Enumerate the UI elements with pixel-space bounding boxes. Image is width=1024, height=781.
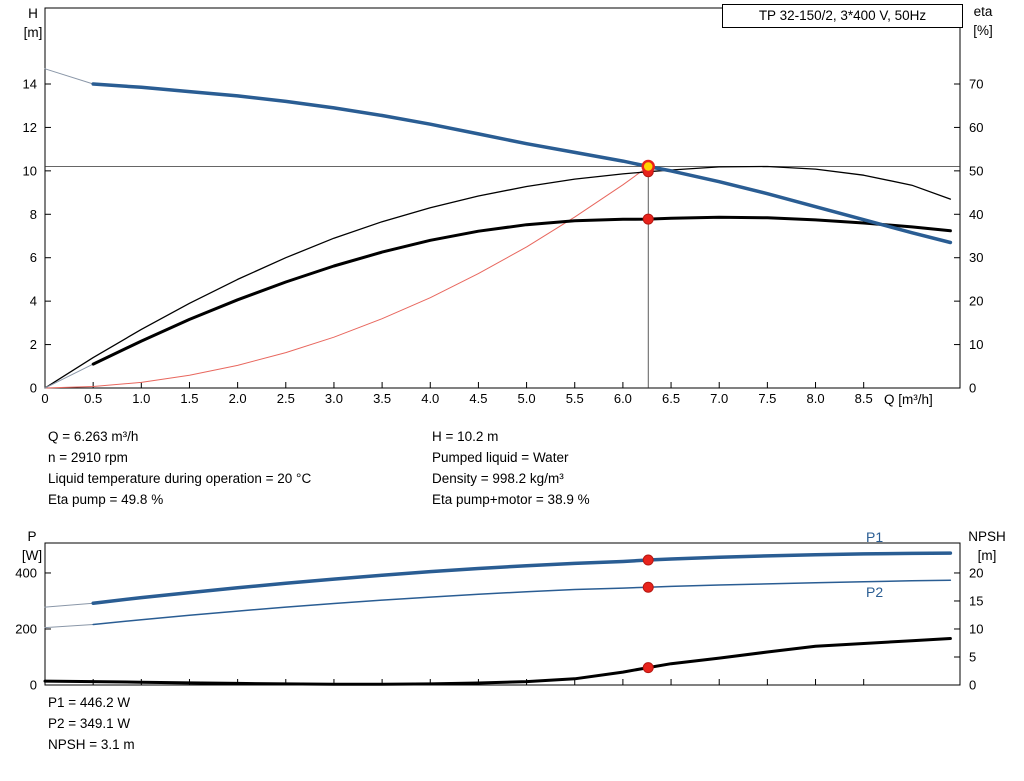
h-axis-symbol: H (28, 6, 38, 21)
h-curve (91, 82, 953, 245)
y-left-tick-label: 12 (23, 120, 37, 135)
result-line-p2: P2 = 349.1 W (48, 716, 131, 731)
result-line-p1: P1 = 446.2 W (48, 695, 131, 710)
duty-point-eta-pump-motor (642, 213, 654, 225)
y-right-tick-label: 20 (969, 294, 983, 309)
y-right-tick-label: 70 (969, 77, 983, 92)
p2-series-label: P2 (866, 584, 884, 600)
y-left-tick-label: 4 (30, 294, 37, 309)
duty-results-right: H = 10.2 m Pumped liquid = Water Density… (432, 429, 590, 513)
plot-border (44, 542, 961, 686)
h-curve-leadin (44, 68, 94, 85)
x-tick-label: 5.0 (518, 391, 536, 406)
duty-point-p2 (642, 581, 654, 593)
x-tick-label: 1.5 (180, 391, 198, 406)
result-line-eta-pump-motor: Eta pump+motor = 38.9 % (432, 492, 590, 507)
q-axis-label: Q [m³/h] (884, 392, 933, 407)
result-line-temperature: Liquid temperature during operation = 20… (48, 471, 312, 486)
y-left-tick-label: 200 (15, 621, 37, 636)
curve-title-box: TP 32-150/2, 3*400 V, 50Hz (722, 4, 963, 28)
power-results: P1 = 446.2 W P2 = 349.1 W NPSH = 3.1 m (48, 695, 135, 758)
y-right-tick-label: 10 (969, 621, 983, 636)
y-left-tick-label: 8 (30, 207, 37, 222)
power-npsh-chart-svg: 0 200 400 0 5 10 15 20 (15, 542, 983, 693)
y-left-tick-label: 2 (30, 337, 37, 352)
x-tick-label: 1.0 (132, 391, 150, 406)
y-right-tick-label: 10 (969, 337, 983, 352)
y-right-tick-label: 0 (969, 381, 976, 396)
result-line-head: H = 10.2 m (432, 429, 499, 444)
y-right-tick-label: 20 (969, 565, 983, 580)
x-tick-label: 2.0 (229, 391, 247, 406)
h-axis-unit: [m] (23, 25, 43, 40)
duty-results-left: Q = 6.263 m³/h n = 2910 rpm Liquid tempe… (48, 429, 311, 513)
eta-axis-symbol: eta (973, 4, 993, 19)
p-axis-symbol: P (27, 529, 37, 544)
eta-pump-motor-curve (91, 215, 952, 366)
y-right-tick-label: 50 (969, 163, 983, 178)
duty-point (641, 159, 655, 174)
x-tick-label: 4.5 (469, 391, 487, 406)
y-left-tick-label: 6 (30, 250, 37, 265)
x-tick-label: 8.5 (855, 391, 873, 406)
x-tick-label: 8.0 (806, 391, 824, 406)
h-axis-label: H [m] (14, 4, 52, 42)
p2-curve (92, 579, 952, 626)
npsh-axis-label: NPSH [m] (960, 527, 1014, 565)
x-tick-label: 6.0 (614, 391, 632, 406)
y-left-tick-label: 0 (30, 678, 37, 693)
y-right-tick-label: 0 (969, 678, 976, 693)
eta-axis-label: eta [%] (960, 2, 1006, 40)
plot-border (44, 7, 961, 389)
npsh-axis-symbol: NPSH (968, 529, 1006, 544)
eta-pump-curve (44, 165, 952, 389)
y-left-tick-label: 0 (30, 381, 37, 396)
duty-point-p1 (642, 554, 654, 566)
npsh-curve (43, 637, 952, 686)
p-axis-unit: [W] (21, 548, 43, 563)
y-right-tick-label: 40 (969, 207, 983, 222)
y-right-tick-label: 30 (969, 250, 983, 265)
x-tick-label: 7.0 (710, 391, 728, 406)
eta-axis-unit: [%] (973, 23, 993, 38)
p2-curve-leadin (44, 624, 94, 629)
x-tick-label: 5.5 (566, 391, 584, 406)
y-left-tick-label: 14 (23, 77, 37, 92)
y-left-tick-label: 10 (23, 163, 37, 178)
x-tick-label: 2.5 (277, 391, 295, 406)
x-tick-label: 3.5 (373, 391, 391, 406)
result-line-eta-pump: Eta pump = 49.8 % (48, 492, 164, 507)
y-right-tick-label: 5 (969, 649, 976, 664)
p1-series-label: P1 (866, 529, 884, 545)
result-line-liquid: Pumped liquid = Water (432, 450, 569, 465)
x-tick-label: 3.0 (325, 391, 343, 406)
x-tick-label: 6.5 (662, 391, 680, 406)
p1-curve-leadin (44, 602, 94, 608)
x-tick-label: 0.5 (84, 391, 102, 406)
y-right-tick-label: 60 (969, 120, 983, 135)
x-tick-label: 0 (41, 391, 48, 406)
p-axis-label: P [W] (12, 527, 52, 565)
result-line-npsh: NPSH = 3.1 m (48, 737, 135, 752)
result-line-speed: n = 2910 rpm (48, 450, 128, 465)
x-tick-label: 4.0 (421, 391, 439, 406)
p1-curve (91, 551, 953, 605)
duty-point-npsh (642, 662, 654, 674)
eta-pump-motor-leadin (44, 363, 94, 389)
result-line-density: Density = 998.2 kg/m³ (432, 471, 564, 486)
system-curve (44, 166, 649, 389)
npsh-axis-unit: [m] (977, 548, 997, 563)
x-tick-label: 7.5 (758, 391, 776, 406)
y-right-tick-label: 15 (969, 593, 983, 608)
result-line-q: Q = 6.263 m³/h (48, 429, 139, 444)
y-left-tick-label: 400 (15, 565, 37, 580)
hq-chart-svg: 0 0.5 1.0 1.5 2.0 2.5 3.0 3.5 4.0 4.5 5.0 5.5 6.0 6.5… (23, 7, 983, 406)
